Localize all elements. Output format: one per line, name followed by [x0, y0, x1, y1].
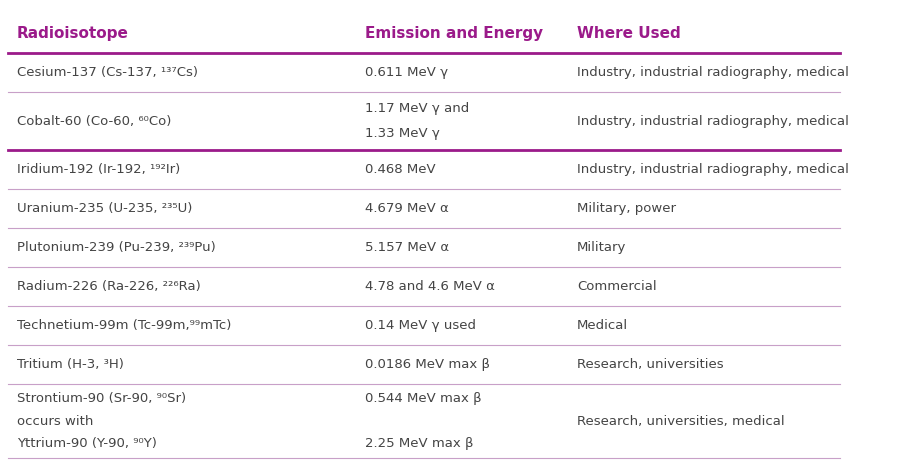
Text: Strontium-90 (Sr-90, ⁹⁰Sr): Strontium-90 (Sr-90, ⁹⁰Sr) [17, 392, 186, 405]
Text: Industry, industrial radiography, medical: Industry, industrial radiography, medica… [577, 67, 850, 79]
Text: 0.0186 MeV max β: 0.0186 MeV max β [365, 358, 490, 371]
Text: Cobalt-60 (Co-60, ⁶⁰Co): Cobalt-60 (Co-60, ⁶⁰Co) [17, 115, 172, 127]
Text: Medical: Medical [577, 319, 629, 332]
Text: Technetium-99m (Tc-99m,⁹⁹mTc): Technetium-99m (Tc-99m,⁹⁹mTc) [17, 319, 232, 332]
Text: 4.679 MeV α: 4.679 MeV α [365, 202, 449, 215]
Text: Commercial: Commercial [577, 280, 656, 293]
Text: Cesium-137 (Cs-137, ¹³⁷Cs): Cesium-137 (Cs-137, ¹³⁷Cs) [17, 67, 198, 79]
Text: 2.25 MeV max β: 2.25 MeV max β [365, 437, 473, 450]
Text: 5.157 MeV α: 5.157 MeV α [365, 241, 449, 254]
Text: Industry, industrial radiography, medical: Industry, industrial radiography, medica… [577, 115, 850, 127]
Text: Where Used: Where Used [577, 26, 681, 41]
Text: Research, universities, medical: Research, universities, medical [577, 414, 785, 428]
Text: 0.544 MeV max β: 0.544 MeV max β [365, 392, 481, 405]
Text: Iridium-192 (Ir-192, ¹⁹²Ir): Iridium-192 (Ir-192, ¹⁹²Ir) [17, 163, 180, 176]
Text: Uranium-235 (U-235, ²³⁵U): Uranium-235 (U-235, ²³⁵U) [17, 202, 192, 215]
Text: 1.17 MeV γ and: 1.17 MeV γ and [365, 102, 470, 115]
Text: Military: Military [577, 241, 627, 254]
Text: Yttrium-90 (Y-90, ⁹⁰Y): Yttrium-90 (Y-90, ⁹⁰Y) [17, 437, 157, 450]
Text: Radium-226 (Ra-226, ²²⁶Ra): Radium-226 (Ra-226, ²²⁶Ra) [17, 280, 201, 293]
Text: Industry, industrial radiography, medical: Industry, industrial radiography, medica… [577, 163, 850, 176]
Text: 0.14 MeV γ used: 0.14 MeV γ used [365, 319, 476, 332]
Text: Radioisotope: Radioisotope [17, 26, 128, 41]
Text: Tritium (H-3, ³H): Tritium (H-3, ³H) [17, 358, 124, 371]
Text: Plutonium-239 (Pu-239, ²³⁹Pu): Plutonium-239 (Pu-239, ²³⁹Pu) [17, 241, 216, 254]
Text: 1.33 MeV γ: 1.33 MeV γ [365, 127, 440, 140]
Text: 0.611 MeV γ: 0.611 MeV γ [365, 67, 448, 79]
Text: Emission and Energy: Emission and Energy [365, 26, 543, 41]
Text: Research, universities: Research, universities [577, 358, 724, 371]
Text: occurs with: occurs with [17, 414, 93, 428]
Text: 0.468 MeV: 0.468 MeV [365, 163, 436, 176]
Text: Military, power: Military, power [577, 202, 676, 215]
Text: 4.78 and 4.6 MeV α: 4.78 and 4.6 MeV α [365, 280, 495, 293]
